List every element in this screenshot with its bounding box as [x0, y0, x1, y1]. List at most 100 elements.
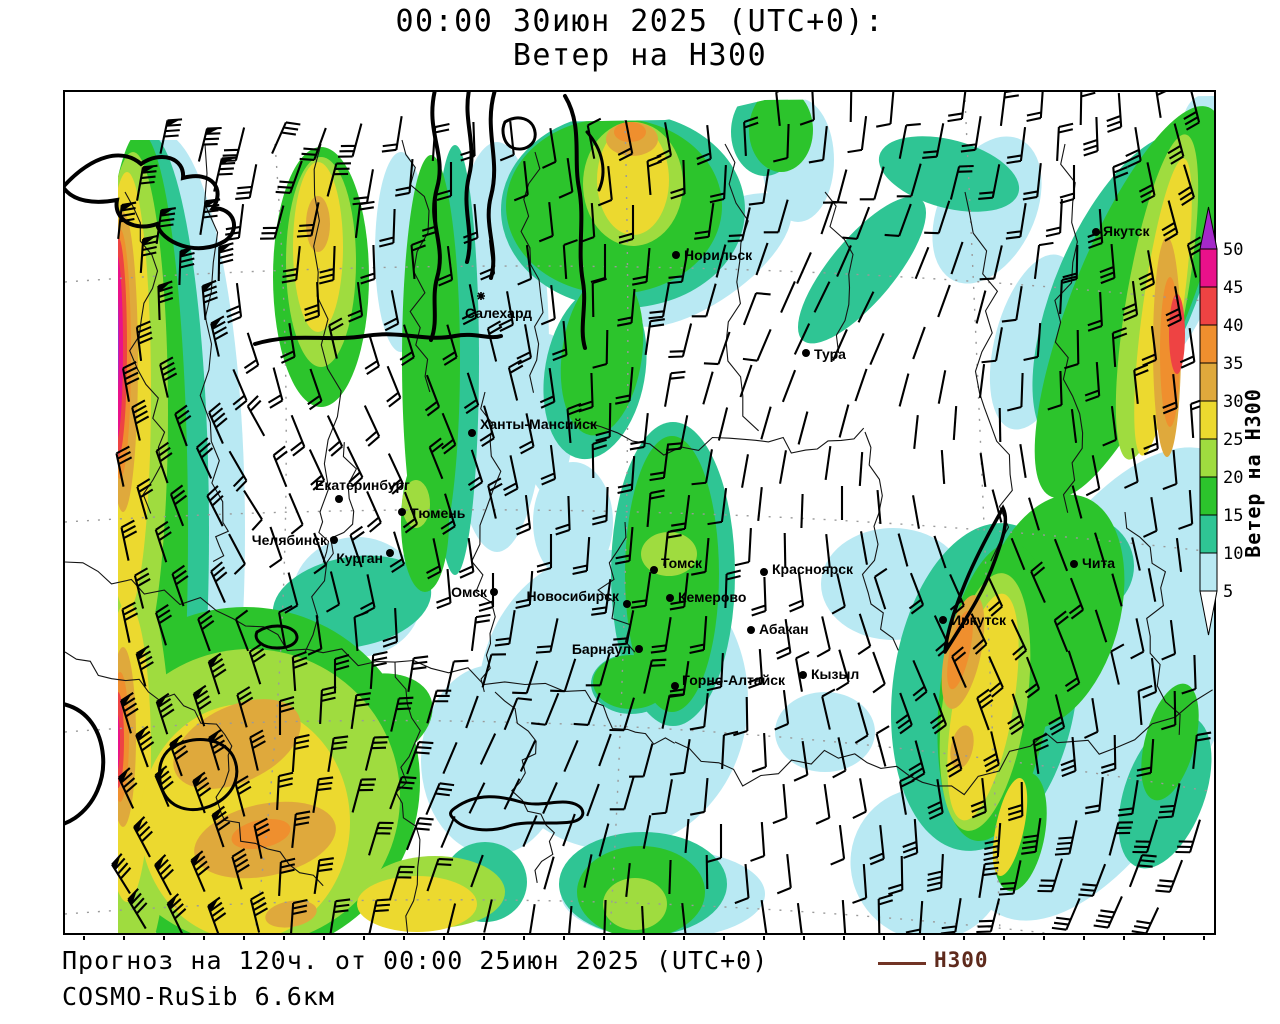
wind-barb: [742, 328, 772, 362]
wind-barb: [1129, 907, 1160, 933]
wind-speed-contour: [593, 655, 669, 709]
wind-speed-contour: [118, 710, 120, 774]
wind-barb: [1026, 92, 1045, 122]
wind-barb: [1006, 126, 1027, 165]
wind-barb: [1161, 690, 1177, 731]
city-marker: [747, 626, 755, 634]
frame-tick: [163, 936, 165, 940]
wind-barb: [872, 651, 886, 694]
wind-barb: [243, 332, 260, 375]
wind-barb: [960, 116, 982, 153]
wind-barb: [486, 320, 503, 362]
wind-barb: [1147, 568, 1157, 602]
wind-barb: [950, 241, 964, 275]
wind-barb: [922, 123, 945, 159]
wind-barb: [217, 242, 234, 282]
wind-barb: [664, 370, 686, 407]
wind-barb: [1186, 236, 1204, 278]
wind-barb: [927, 779, 944, 820]
wind-barb: [884, 203, 912, 238]
wind-barb: [516, 324, 532, 366]
wind-barb: [1175, 537, 1183, 573]
wind-barb: [405, 817, 434, 851]
forecast-info: Прогноз на 120ч. от 00:00 25июн 2025 (UT…: [62, 946, 769, 975]
wind-barb: [1056, 122, 1074, 162]
map-frame: Норильск Салехард Тура Ханты-Мансийск Екатер…: [63, 90, 1216, 935]
wind-barb: [724, 569, 741, 609]
wind-barb: [976, 688, 994, 731]
wind-barb: [234, 609, 250, 652]
wind-barb: [586, 117, 602, 159]
wind-barb: [276, 771, 294, 811]
wind-barb: [668, 323, 693, 359]
wind-speed-contour: [560, 272, 644, 436]
city-label: Барнаул: [572, 641, 631, 657]
frame-tick: [403, 936, 405, 940]
wind-barb: [775, 619, 792, 660]
wind-barb: [646, 489, 665, 528]
wind-barb: [595, 402, 612, 442]
wind-barb: [328, 317, 344, 359]
wind-barb: [364, 333, 380, 376]
wind-barb: [912, 495, 920, 529]
wind-barb: [288, 492, 304, 535]
city-marker: [650, 566, 658, 574]
wind-speed-contour: [1048, 534, 1116, 598]
wind-barb: [831, 573, 846, 615]
wind-barb: [873, 567, 888, 610]
wind-barb: [1161, 619, 1177, 661]
colorbar-segment: [1199, 438, 1218, 478]
wind-barb: [538, 201, 554, 243]
frame-tick: [723, 936, 725, 940]
wind-barb: [1106, 92, 1123, 133]
wind-barb: [139, 235, 158, 274]
wind-barb: [592, 486, 609, 526]
wind-barb: [702, 371, 714, 405]
wind-barb: [127, 887, 148, 930]
wind-barb: [649, 443, 670, 482]
wind-barb: [208, 728, 227, 771]
city-label: Новосибирск: [527, 588, 620, 604]
wind-barb: [207, 652, 227, 695]
wind-barb: [195, 437, 214, 479]
wind-barb: [949, 164, 974, 200]
wind-barb: [1079, 92, 1096, 126]
wind-barb: [136, 478, 154, 520]
wind-barb: [206, 485, 224, 527]
wind-barb: [366, 491, 382, 533]
wind-barb: [470, 613, 491, 652]
wind-barb: [249, 891, 269, 933]
wind-barb: [319, 245, 336, 285]
frame-tick: [323, 936, 325, 940]
city-label: Салехард: [465, 305, 532, 321]
wind-barb: [284, 572, 299, 614]
wind-barb: [499, 120, 515, 162]
colorbar-segment: [1199, 286, 1218, 326]
wind-barb: [192, 771, 212, 814]
wind-barb: [998, 860, 1022, 896]
city-label: Горно-Алтайск: [682, 672, 786, 688]
wind-barb: [667, 248, 689, 285]
wind-barb: [390, 696, 414, 732]
wind-barb: [197, 126, 222, 162]
page-title: 00:00 30июн 2025 (UTC+0): Ветер на H300: [0, 5, 1280, 73]
colorbar-tick-label: 50: [1223, 240, 1243, 260]
wind-barb: [1083, 116, 1099, 157]
frame-tick: [603, 936, 605, 940]
wind-barb: [562, 239, 578, 280]
colorbar-segment: [1199, 248, 1218, 288]
wind-barb: [902, 818, 919, 859]
wind-barb: [780, 281, 796, 313]
wind-barb: [1054, 820, 1078, 856]
wind-barb: [642, 815, 652, 849]
wind-barb: [774, 689, 790, 731]
wind-barb: [1142, 657, 1158, 699]
wind-barb: [1060, 736, 1077, 778]
wind-barb: [799, 92, 815, 126]
wind-barb: [178, 246, 195, 286]
wind-barb: [117, 767, 138, 809]
wind-barb: [1165, 286, 1182, 328]
wind-barb: [949, 574, 965, 616]
frame-tick: [563, 936, 565, 940]
wind-barb: [813, 281, 831, 313]
